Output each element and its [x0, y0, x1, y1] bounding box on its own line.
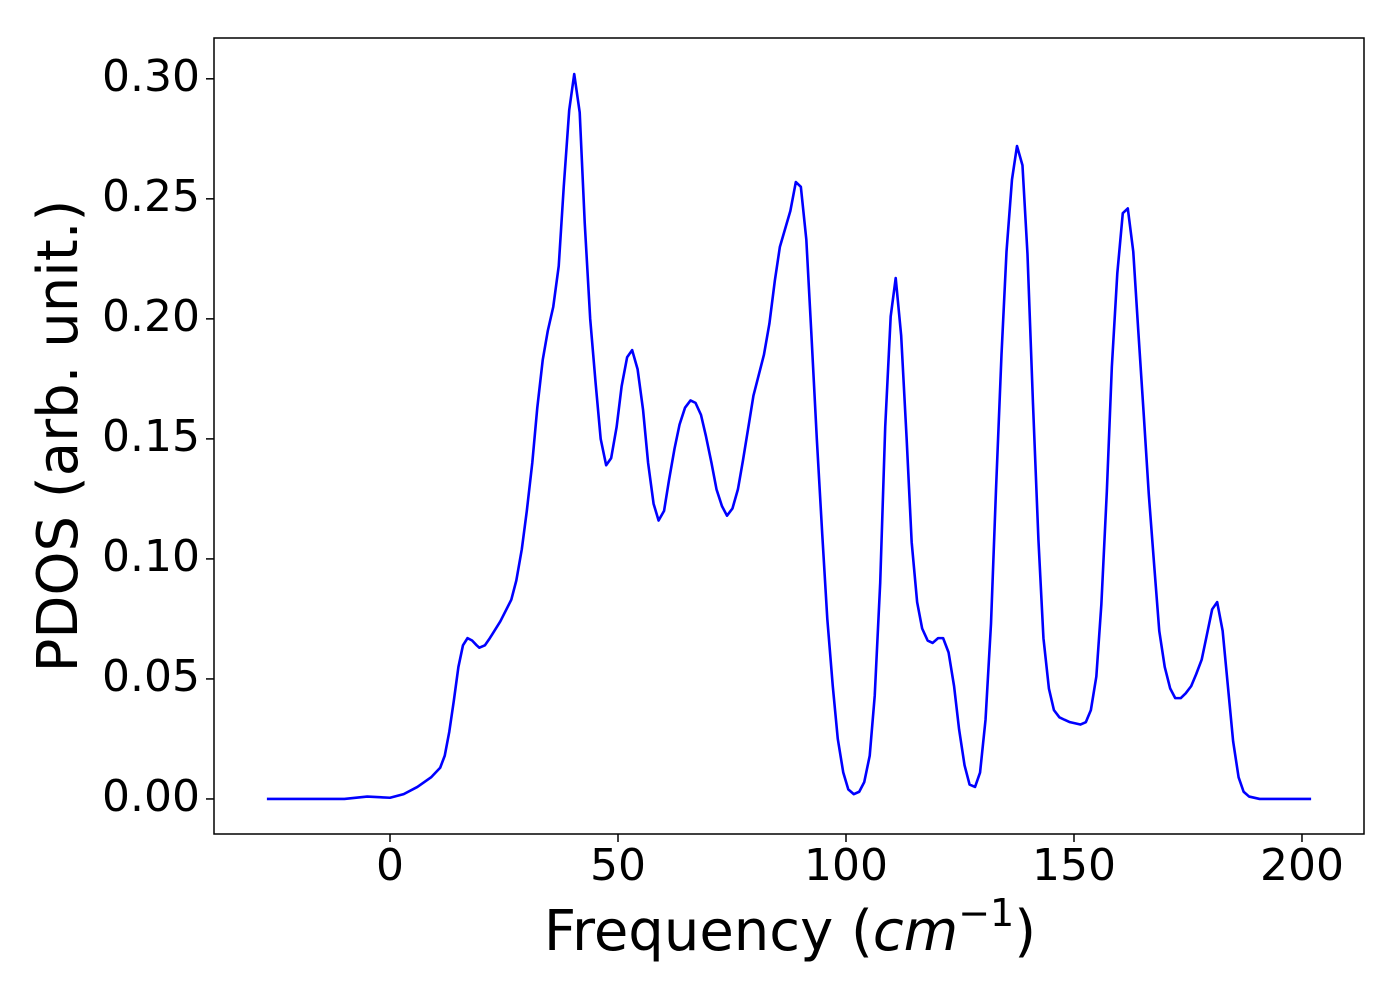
y-tick-label: 0.30	[102, 51, 200, 102]
y-axis-label: PDOS (arb. unit.)	[26, 200, 91, 673]
x-tick-label: 150	[1032, 840, 1116, 891]
data-line	[266, 72, 1312, 801]
y-tick-label: 0.20	[102, 291, 200, 342]
y-tick-label: 0.25	[102, 171, 200, 222]
x-tick-label: 200	[1260, 840, 1344, 891]
x-tick-label: 50	[590, 840, 646, 891]
plot-frame	[213, 37, 1365, 835]
y-tick-label: 0.10	[102, 531, 200, 582]
y-tick-label: 0.15	[102, 411, 200, 462]
x-tick-label: 100	[804, 840, 888, 891]
y-tick-label: 0.05	[102, 651, 200, 702]
y-tick-label: 0.00	[102, 771, 200, 822]
x-tick-label: 0	[376, 840, 404, 891]
x-axis-label: Frequency (cm−1)	[544, 891, 1036, 965]
